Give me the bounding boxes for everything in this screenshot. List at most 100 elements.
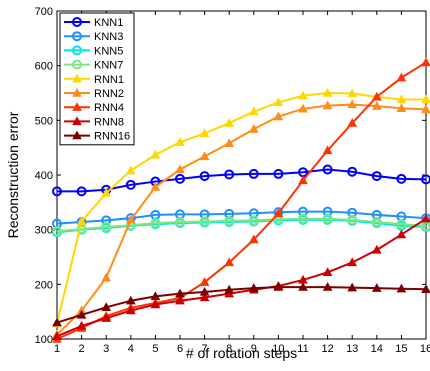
series-line [56,217,427,233]
data-point [298,282,308,291]
data-point [396,103,407,113]
data-point [421,284,430,293]
data-point [101,272,112,282]
y-tick-label: 600 [35,61,53,73]
data-point [347,88,358,98]
data-point [199,292,210,302]
legend-item-rnn1: RNN1 [64,73,124,86]
x-tick-label: 10 [272,343,284,355]
data-point [396,283,407,293]
series-line [56,210,427,225]
data-point [322,87,333,97]
legend-swatch-marker [72,73,82,83]
series-line [56,217,427,338]
data-point [224,118,235,127]
legend: KNN1 KNN3 KNN5 KNN7 RNN1 RNN2 RNN4 RNN8 RNN16 [59,12,135,146]
data-point [175,295,185,305]
data-point [322,100,333,110]
series-line [56,61,427,340]
x-tick-label: 6 [177,343,183,355]
data-point [199,277,210,286]
legend-label: KNN3 [94,31,123,43]
data-point [248,283,259,292]
data-point [322,164,333,175]
data-point [396,173,407,184]
data-point [199,286,210,296]
axes-group: 1 2 3 4 5 6 7 8 9 10 11 12 13 14 15 1610020030040050060… [35,6,430,355]
legend-item-rnn8: RNN8 [64,116,124,128]
legend-label: RNN1 [94,74,124,86]
legend-item-knn3: KNN3 [64,31,123,43]
legend-label: KNN5 [94,45,123,57]
y-tick-label: 100 [35,334,53,346]
y-tick-label: 500 [35,115,53,127]
data-point [421,94,430,104]
data-point [150,218,161,229]
data-point [298,213,308,224]
x-tick-label: 2 [79,343,85,355]
data-point [199,151,210,161]
legend-label: KNN1 [94,17,123,29]
data-point [396,219,407,230]
data-point [224,257,235,267]
data-point [371,244,382,254]
data-point [125,165,136,175]
x-tick-label: 7 [202,343,208,355]
data-point [396,229,407,239]
series-line [56,286,427,324]
data-point [371,217,382,228]
data-point [322,213,333,224]
legend-label: RNN4 [94,102,124,114]
data-point [347,282,358,292]
legend-swatch-marker [72,45,82,56]
data-point [298,103,308,113]
legend-swatch-marker [72,87,82,97]
data-point [101,188,112,197]
data-point [101,221,112,232]
series-line [56,91,426,324]
legend-swatch-marker [72,130,82,140]
data-point [347,99,358,109]
x-tick-label: 16 [420,343,430,355]
legend-swatch-marker [72,116,82,126]
data-point [347,166,358,177]
data-point [175,288,185,298]
data-point [52,317,62,327]
data-point [175,137,185,146]
data-point [298,90,308,100]
series-knn7 [52,213,430,237]
data-point [52,186,62,197]
data-point [347,214,358,225]
data-point [248,168,259,179]
x-tick-label: 1 [54,343,60,355]
data-point [248,215,259,226]
data-point [150,149,161,159]
data-point [224,215,235,226]
data-point [199,216,210,227]
data-point [396,94,407,104]
legend-label: KNN7 [94,60,123,72]
legend-swatch-marker [72,31,82,42]
data-point [76,320,87,330]
data-point [298,175,308,185]
data-point [199,128,210,138]
x-tick-label: 14 [371,343,383,355]
data-point [371,91,382,101]
data-point [76,309,87,319]
legend-item-knn1: KNN1 [64,17,123,29]
data-point [273,208,284,217]
data-point [248,124,259,133]
data-point [125,179,136,190]
y-tick-label: 700 [35,6,53,18]
series-rnn4 [52,57,430,343]
legend-label: RNN16 [94,131,130,143]
legend-item-knn7: KNN7 [64,59,123,72]
series-group [52,57,430,343]
legend-item-rnn2: RNN2 [64,87,124,100]
data-point [101,302,112,311]
x-tick-label: 13 [346,343,358,355]
data-point [273,97,284,106]
data-point [150,299,161,309]
data-point [421,174,430,185]
